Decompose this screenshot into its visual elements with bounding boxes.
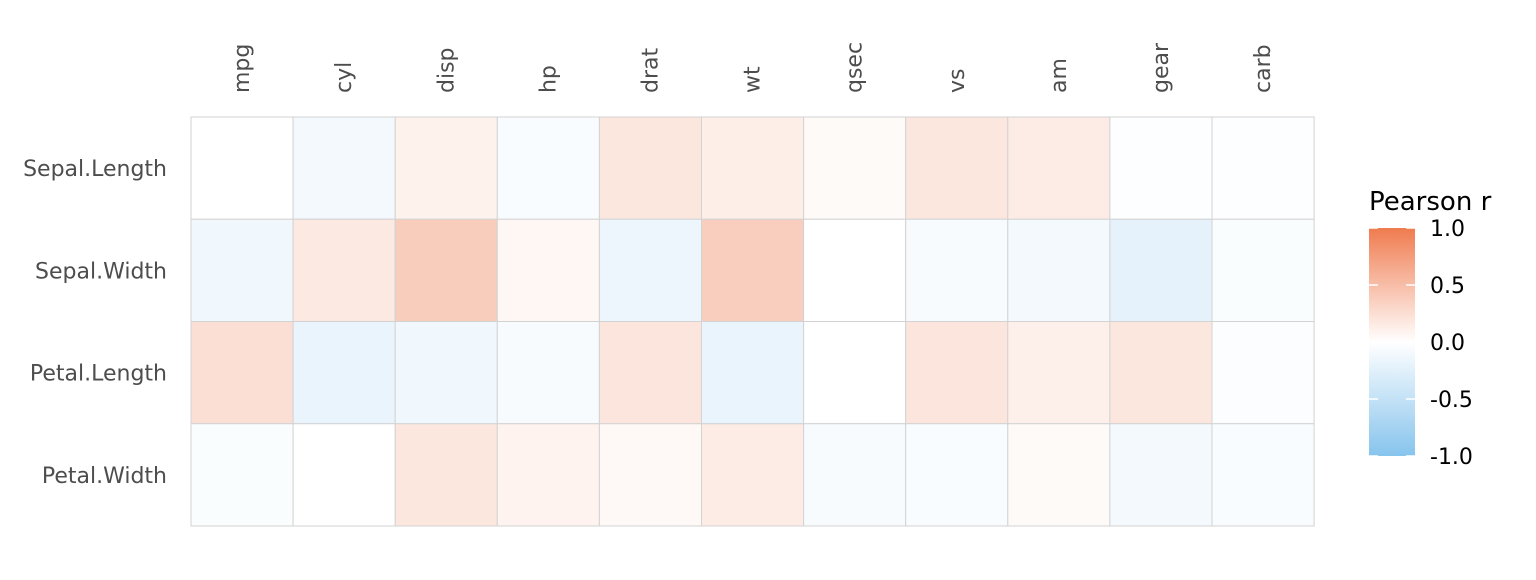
legend-tick-label: 0.0 — [1430, 331, 1465, 356]
heatmap-cell-sepal-width-wt — [701, 218, 805, 322]
heatmap-cell-petal-width-qsec — [803, 423, 907, 527]
heatmap-cell-petal-length-disp — [394, 321, 498, 425]
y-tick-label-petal-width: Petal.Width — [42, 464, 167, 489]
heatmap-cell-petal-width-wt — [701, 423, 805, 527]
heatmap-cell-sepal-length-drat — [598, 116, 703, 220]
heatmap-cell-sepal-length-carb — [1211, 116, 1315, 220]
heatmap-cell-sepal-width-cyl — [292, 218, 396, 322]
x-tick-label-vs: vs — [945, 69, 970, 93]
heatmap-cell-petal-width-cyl — [292, 423, 396, 527]
heatmap-cell-sepal-length-disp — [394, 116, 498, 220]
x-tick-label-disp: disp — [434, 47, 459, 93]
heatmap-cell-petal-length-wt — [701, 321, 805, 425]
x-tick-label-hp: hp — [536, 65, 561, 93]
heatmap-cell-petal-length-cyl — [292, 321, 396, 425]
legend-title: Pearson r — [1369, 187, 1492, 217]
heatmap-cell-sepal-length-gear — [1109, 116, 1213, 220]
heatmap-cell-petal-width-carb — [1211, 423, 1315, 527]
heatmap-cell-petal-width-vs — [905, 423, 1009, 527]
x-tick-label-wt: wt — [741, 66, 766, 93]
x-tick-label-mpg: mpg — [230, 44, 255, 93]
x-tick-label-qsec: qsec — [843, 42, 868, 93]
heatmap-cell-sepal-width-qsec — [803, 218, 907, 322]
color-legend: Pearson r 1.0 0.5 0.0 -0.5 -1.0 — [1369, 187, 1492, 470]
heatmap-cell-sepal-length-mpg — [190, 116, 294, 220]
heatmap-cells — [190, 116, 1315, 527]
legend-tick-label: -1.0 — [1430, 445, 1473, 470]
heatmap-cell-sepal-width-disp — [394, 218, 498, 322]
heatmap-cell-sepal-length-cyl — [292, 116, 396, 220]
x-axis-labels: mpg cyl disp hp drat wt qsec vs am gear carb — [230, 42, 1276, 93]
x-tick-label-drat: drat — [638, 48, 663, 93]
legend-ticks: 1.0 0.5 0.0 -0.5 -1.0 — [1369, 217, 1473, 470]
heatmap-cell-sepal-length-hp — [496, 116, 600, 220]
heatmap-cell-petal-length-hp — [496, 321, 600, 425]
legend-tick-label: 1.0 — [1430, 217, 1465, 242]
heatmap-cell-sepal-width-am — [1007, 218, 1111, 322]
heatmap-cell-petal-width-disp — [394, 423, 498, 527]
heatmap-cell-sepal-length-qsec — [803, 116, 907, 220]
heatmap-cell-sepal-width-mpg — [190, 218, 294, 322]
heatmap-cell-petal-length-am — [1007, 321, 1111, 425]
heatmap-cell-sepal-width-carb — [1211, 218, 1315, 322]
heatmap-cell-petal-width-gear — [1109, 423, 1213, 527]
heatmap-cell-petal-length-drat — [598, 321, 703, 425]
y-tick-label-petal-length: Petal.Length — [30, 362, 167, 387]
x-tick-label-carb: carb — [1251, 44, 1276, 93]
heatmap-cell-sepal-length-wt — [701, 116, 805, 220]
legend-tick-label: -0.5 — [1430, 388, 1473, 413]
heatmap-cell-petal-width-hp — [496, 423, 600, 527]
heatmap-cell-petal-width-drat — [598, 423, 703, 527]
x-tick-label-am: am — [1047, 58, 1072, 93]
legend-tick-label: 0.5 — [1430, 274, 1465, 299]
y-axis-labels: Sepal.Length Sepal.Width Petal.Length Petal… — [23, 157, 167, 489]
heatmap-cell-petal-width-am — [1007, 423, 1111, 527]
heatmap-cell-sepal-width-vs — [905, 218, 1009, 322]
heatmap-cell-petal-length-carb — [1211, 321, 1315, 425]
x-tick-label-gear: gear — [1149, 42, 1174, 93]
heatmap-cell-sepal-width-gear — [1109, 218, 1213, 322]
heatmap-cell-petal-length-gear — [1109, 321, 1213, 425]
heatmap-cell-petal-width-mpg — [190, 423, 294, 527]
heatmap-cell-sepal-width-hp — [496, 218, 600, 322]
y-tick-label-sepal-width: Sepal.Width — [35, 259, 167, 284]
heatmap-cell-petal-length-mpg — [190, 321, 294, 425]
heatmap-cell-sepal-length-am — [1007, 116, 1111, 220]
heatmap-cell-sepal-width-drat — [598, 218, 703, 322]
x-tick-label-cyl: cyl — [332, 62, 357, 93]
y-tick-label-sepal-length: Sepal.Length — [23, 157, 167, 182]
heatmap-cell-petal-length-vs — [905, 321, 1009, 425]
heatmap-cell-petal-length-qsec — [803, 321, 907, 425]
heatmap-cell-sepal-length-vs — [905, 116, 1009, 220]
